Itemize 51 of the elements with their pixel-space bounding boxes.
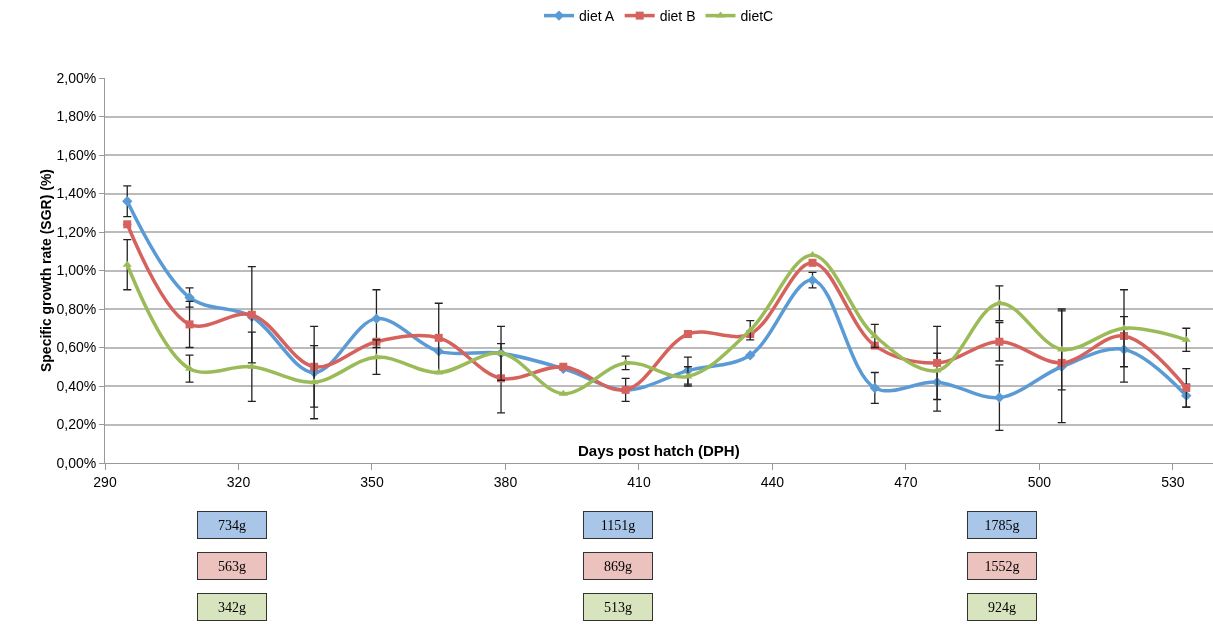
- y-axis-title: Specific growth rate (SGR) (%): [38, 168, 55, 373]
- text: 924g: [988, 599, 1016, 615]
- y-tick-label: 0,80%: [56, 300, 97, 317]
- point: [434, 333, 443, 342]
- y-tick-label: 0,40%: [56, 377, 97, 394]
- x-axis-title: Days post hatch (DPH): [578, 442, 740, 459]
- point: [745, 326, 755, 333]
- x-tick-label: 470: [894, 473, 918, 490]
- point: [870, 331, 880, 338]
- y-tick-label: 0,20%: [56, 416, 97, 433]
- y-tick-label: 0,60%: [56, 339, 97, 356]
- point: [1182, 383, 1191, 392]
- text: 1151g: [600, 517, 636, 533]
- y-tick-label: 2,00%: [56, 69, 97, 86]
- point: [869, 382, 881, 394]
- point: [558, 389, 568, 396]
- y-tick-label: 1,20%: [56, 223, 97, 240]
- point: [933, 358, 942, 367]
- point: [123, 220, 132, 229]
- text: 869g: [604, 558, 632, 574]
- point: [1181, 335, 1191, 342]
- x-tick-label: 380: [493, 473, 518, 490]
- text: 563g: [218, 558, 246, 574]
- y-tick-label: 1,00%: [56, 262, 97, 279]
- x-tick-label: 290: [93, 473, 117, 490]
- x-tick-label: 410: [627, 473, 651, 490]
- x-tick-label: 350: [360, 473, 384, 490]
- legend-label: dietC: [740, 8, 774, 25]
- text: 734g: [218, 517, 246, 533]
- point: [745, 350, 756, 361]
- legend-label: diet B: [659, 8, 696, 25]
- y-tick-label: 1,80%: [56, 108, 97, 125]
- x-tick-label: 440: [760, 473, 785, 490]
- x-tick-label: 500: [1027, 473, 1052, 490]
- point: [995, 337, 1004, 346]
- legend-label: diet A: [579, 8, 615, 25]
- text: 1785g: [984, 517, 1020, 533]
- y-tick-label: 1,60%: [56, 146, 97, 163]
- y-tick-label: 0,00%: [56, 454, 97, 471]
- point: [683, 330, 692, 339]
- point: [122, 260, 132, 267]
- text: 513g: [604, 599, 632, 615]
- point: [185, 320, 194, 329]
- point: [808, 258, 817, 267]
- text: 1552g: [984, 558, 1020, 574]
- point: [994, 392, 1005, 403]
- x-tick-label: 320: [226, 473, 251, 490]
- x-tick-label: 530: [1161, 473, 1185, 490]
- point: [122, 196, 133, 207]
- y-tick-label: 1,40%: [56, 185, 97, 202]
- text: 342g: [218, 599, 246, 615]
